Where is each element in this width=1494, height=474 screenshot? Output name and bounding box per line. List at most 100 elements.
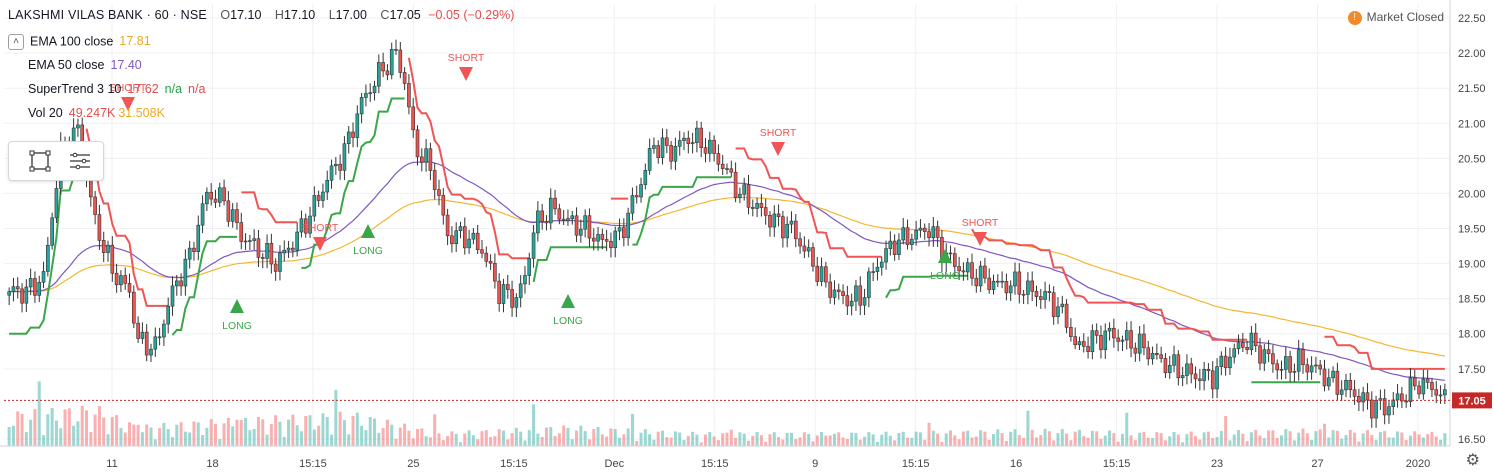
candle-body — [1193, 373, 1198, 380]
candle-body — [755, 203, 759, 209]
candle-body — [914, 229, 918, 240]
candle-body — [368, 92, 373, 95]
volume-bar — [1129, 435, 1133, 446]
y-tick-label: 20.50 — [1458, 153, 1486, 165]
candle-body — [708, 139, 712, 154]
x-tick-label: 9 — [812, 458, 818, 470]
candle-body — [1017, 271, 1022, 295]
candle-body — [7, 291, 11, 296]
candle-body — [1369, 399, 1374, 419]
volume-bar — [596, 427, 600, 446]
legend-volume[interactable]: Vol 20 49.247K 31.508K — [28, 106, 165, 120]
volume-bar — [454, 433, 458, 446]
symbol-title[interactable]: LAKSHMI VILAS BANK · 60 · NSE — [8, 8, 207, 22]
ema-100-line — [9, 196, 1445, 357]
candle-body — [394, 49, 398, 51]
volume-bar — [201, 434, 205, 446]
volume-bar — [609, 428, 613, 446]
candle-body — [1146, 347, 1151, 360]
volume-bar — [1142, 431, 1146, 446]
candle-body — [493, 262, 497, 282]
collapse-icon[interactable]: ˄ — [8, 34, 24, 50]
candle-body — [948, 252, 953, 255]
candle-body — [776, 213, 781, 217]
candle-body — [1137, 333, 1142, 354]
volume-bar — [484, 430, 488, 446]
volume-bar — [1086, 437, 1090, 446]
candle-body — [170, 285, 175, 307]
volume-bar — [626, 428, 630, 446]
legend-supertrend[interactable]: SuperTrend 3 10 17.62 n/a n/a — [28, 82, 205, 96]
y-tick-label: 21.50 — [1458, 83, 1486, 95]
volume-bar — [132, 424, 136, 446]
volume-bar — [368, 416, 372, 446]
candle-body — [501, 284, 506, 304]
candle-body — [1034, 291, 1039, 297]
x-tick-label: 27 — [1311, 458, 1323, 470]
volume-bar — [162, 422, 166, 446]
gear-icon[interactable]: ⚙ — [1465, 452, 1480, 469]
candle-body — [892, 240, 897, 255]
candle-body — [1249, 332, 1254, 350]
volume-bar — [549, 427, 553, 446]
volume-bar — [501, 430, 505, 446]
candle-body — [11, 286, 16, 292]
volume-bar — [807, 433, 811, 446]
candle-body — [1150, 353, 1155, 360]
legend-ema50[interactable]: EMA 50 close 17.40 — [28, 58, 142, 72]
volume-bar — [256, 417, 260, 446]
candle-body — [1129, 330, 1133, 349]
volume-bar — [153, 439, 157, 446]
volume-bar — [24, 432, 28, 446]
candle-body — [570, 215, 575, 219]
volume-bar — [29, 419, 33, 446]
volume-bar — [708, 432, 712, 446]
candle-body — [583, 215, 587, 230]
candle-body — [1198, 378, 1202, 381]
last-price-label: 17.05 — [1458, 395, 1486, 407]
candle-body — [703, 147, 708, 154]
candle-body — [411, 106, 416, 131]
volume-bar — [166, 429, 170, 446]
volume-bar — [102, 417, 106, 446]
volume-bar — [699, 442, 703, 446]
volume-bar — [1383, 431, 1387, 446]
volume-bar — [742, 433, 746, 446]
x-tick-label: 25 — [407, 458, 419, 470]
candle-body — [1266, 349, 1271, 354]
volume-bar — [231, 426, 235, 446]
market-status[interactable]: ! Market Closed — [1347, 10, 1444, 25]
high-label: H — [274, 8, 284, 22]
candle-body — [1013, 271, 1017, 287]
x-tick-label: 15:15 — [701, 458, 729, 470]
volume-bar — [1163, 440, 1167, 446]
candle-body — [1271, 353, 1275, 365]
volume-bar — [390, 424, 394, 446]
candle-body — [15, 286, 20, 290]
volume-bar — [798, 437, 802, 446]
candle-body — [785, 223, 789, 239]
volume-bar — [983, 431, 987, 446]
object-tree-icon[interactable] — [67, 148, 93, 174]
candle-body — [1314, 364, 1318, 367]
candle-body — [673, 146, 678, 162]
candle-body — [695, 127, 699, 143]
candle-body — [458, 226, 463, 231]
candle-body — [248, 240, 252, 242]
volume-bar — [183, 431, 187, 446]
candle-body — [351, 131, 355, 138]
volume-bar — [54, 420, 58, 446]
legend-ema100[interactable]: ˄ EMA 100 close 17.81 — [8, 34, 151, 50]
candle-body — [209, 191, 213, 200]
volume-bar — [850, 432, 854, 446]
candle-body — [123, 275, 128, 284]
select-rectangle-icon[interactable] — [27, 148, 53, 174]
volume-bar — [777, 436, 781, 446]
volume-bar — [841, 437, 845, 446]
volume-bar — [1099, 438, 1103, 446]
volume-bar — [579, 425, 583, 446]
volume-bar — [317, 425, 321, 446]
candle-body — [897, 239, 901, 255]
